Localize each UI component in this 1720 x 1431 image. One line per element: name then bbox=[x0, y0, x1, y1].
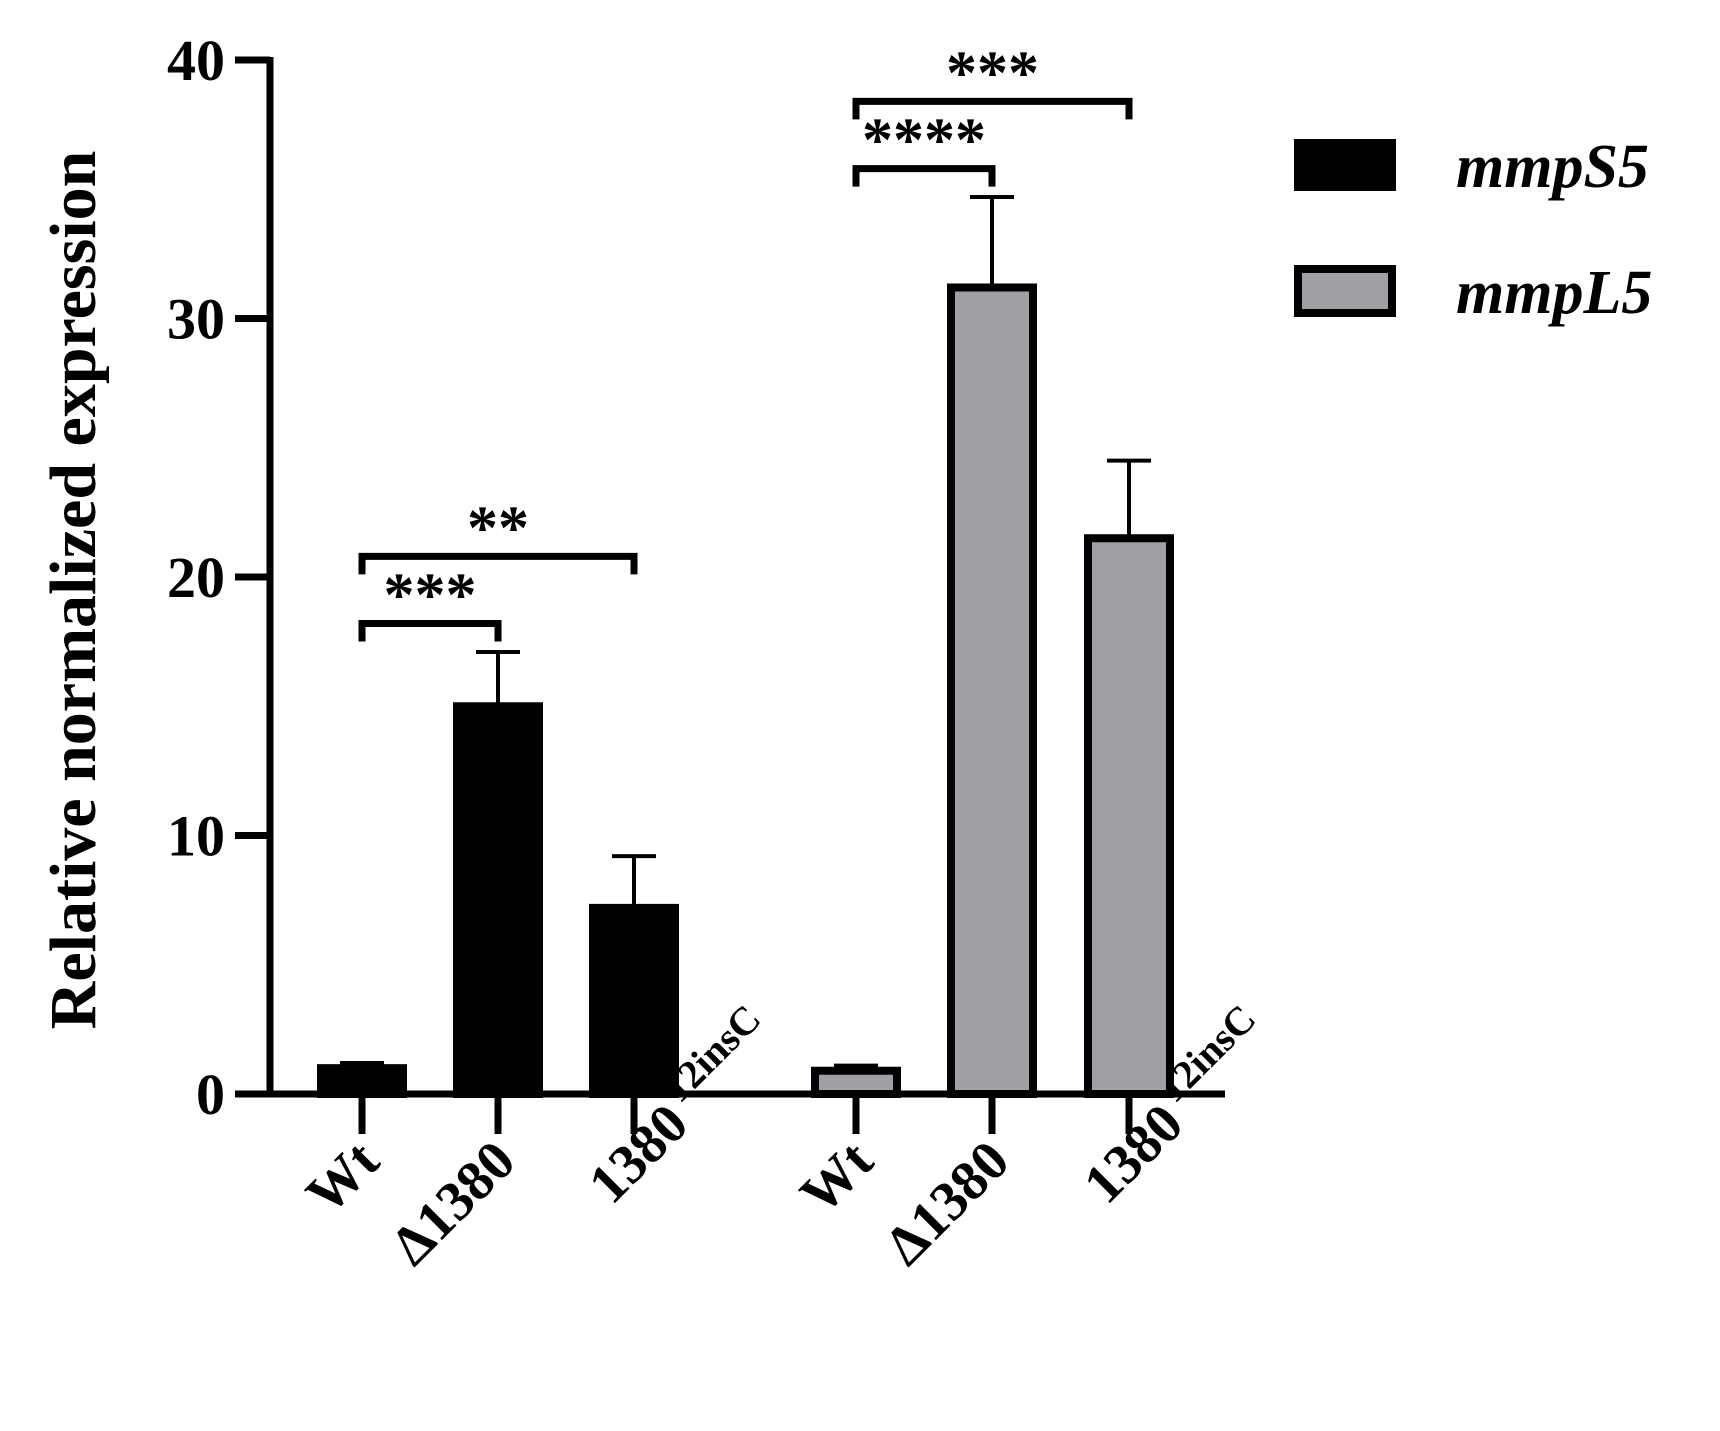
bar bbox=[1084, 534, 1174, 1098]
y-tick-label: 30 bbox=[167, 287, 225, 352]
x-tick-label: Δ1380 bbox=[379, 1129, 527, 1277]
y-tick-label: 40 bbox=[167, 28, 225, 93]
significance-bracket bbox=[358, 620, 502, 642]
significance-stars: **** bbox=[862, 107, 986, 175]
significance-bracket bbox=[852, 97, 1133, 120]
legend-swatch bbox=[1294, 265, 1396, 317]
significance-stars: *** bbox=[384, 562, 477, 630]
bars bbox=[317, 195, 1174, 1099]
bar bbox=[589, 903, 679, 1098]
significance-bracket bbox=[358, 552, 638, 575]
legend-label: mmpS5 bbox=[1456, 133, 1649, 201]
significance-stars: ** bbox=[467, 494, 529, 562]
bar bbox=[453, 702, 543, 1098]
x-tick-label: Δ1380 bbox=[873, 1129, 1021, 1277]
x-tick-label: Wt bbox=[789, 1129, 886, 1226]
legend-label: mmpL5 bbox=[1456, 259, 1652, 327]
significance-brackets: ************ bbox=[358, 39, 1133, 642]
legend: mmpS5 mmpL5 bbox=[1294, 133, 1652, 327]
bar bbox=[811, 1066, 901, 1098]
bar bbox=[317, 1064, 407, 1099]
legend-swatch bbox=[1294, 139, 1396, 191]
y-tick-label: 20 bbox=[167, 545, 225, 610]
y-tick-label: 0 bbox=[196, 1062, 225, 1127]
significance-stars: *** bbox=[946, 39, 1039, 107]
significance-bracket bbox=[852, 165, 996, 187]
x-tick-label: Wt bbox=[295, 1129, 392, 1226]
bar bbox=[947, 283, 1037, 1099]
y-tick-label: 10 bbox=[167, 804, 225, 869]
y-axis-label: Relative normalized expression bbox=[37, 151, 110, 1030]
